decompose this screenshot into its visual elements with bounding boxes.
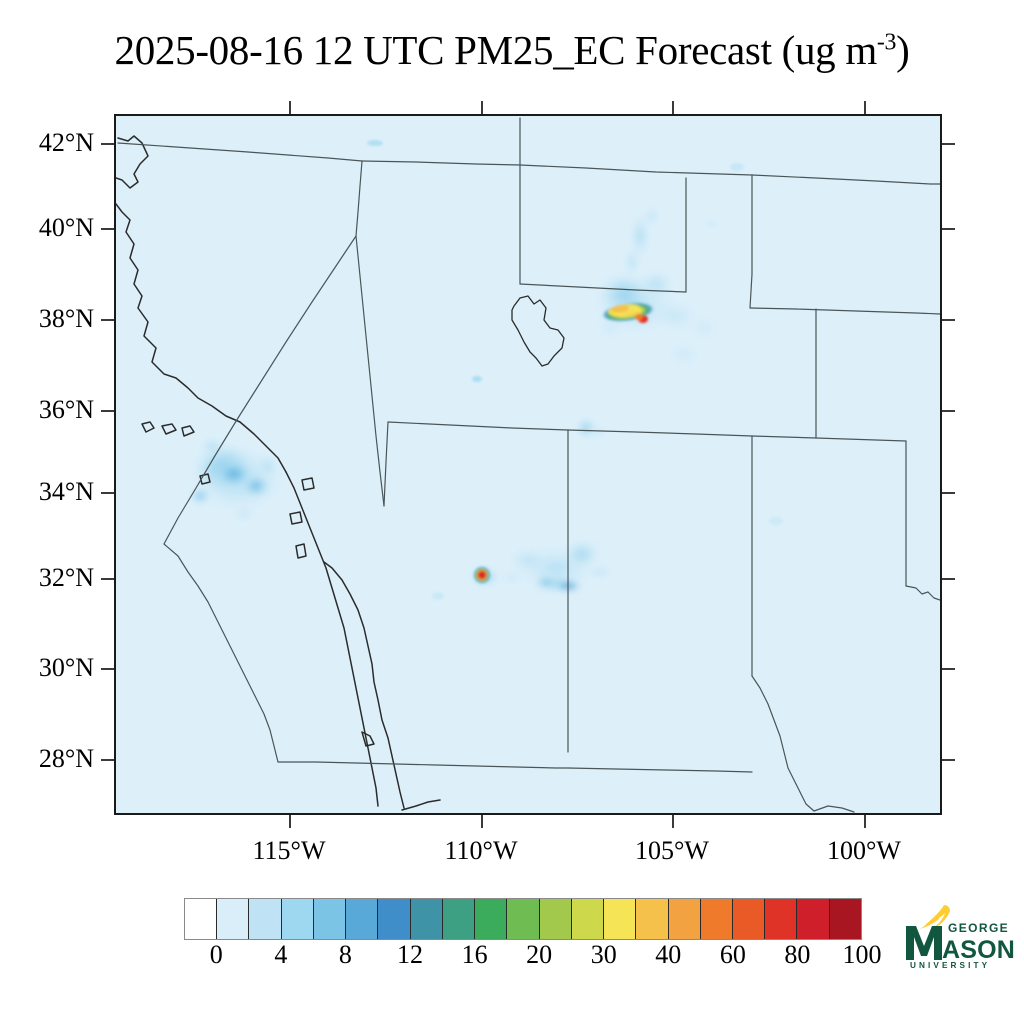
plume-southern-california	[186, 436, 290, 522]
colorbar-cell-2	[249, 899, 282, 939]
colorbar-cell-9	[475, 899, 508, 939]
ytick-34	[101, 492, 114, 494]
colorbar-cell-19	[797, 899, 830, 939]
xtick-100w	[864, 815, 866, 828]
colorbar-cell-18	[765, 899, 798, 939]
colorbar-cell-7	[410, 899, 443, 939]
colorbar[interactable]	[184, 898, 862, 940]
plume-scattered-pixels	[367, 140, 783, 600]
ytick-right-32	[942, 578, 955, 580]
colorbar-cell-8	[442, 899, 476, 939]
plume-north-central-new-mexico	[575, 416, 608, 440]
xlabel-115w: 115°W	[252, 836, 326, 865]
state-borders	[117, 117, 940, 813]
colorbar-cell-20	[829, 899, 861, 939]
coastline	[116, 135, 441, 811]
ytick-42	[101, 143, 114, 145]
great-salt-lake	[511, 295, 565, 367]
ytick-right-34	[942, 492, 955, 494]
xtick-top-105w	[672, 101, 674, 114]
page-title: 2025-08-16 12 UTC PM25_EC Forecast (ug m…	[115, 26, 910, 74]
page-title-tail: )	[896, 27, 910, 73]
ytick-32	[101, 578, 114, 580]
colorbar-cell-4	[313, 899, 347, 939]
colorbar-cell-3	[281, 899, 314, 939]
page-title-superscript: -3	[876, 29, 897, 56]
colorbar-label-80: 80	[784, 940, 811, 969]
title-bar: 2025-08-16 12 UTC PM25_EC Forecast (ug m…	[0, 0, 1024, 100]
ylabel-34n: 34°N	[38, 477, 94, 506]
colorbar-cell-17	[732, 899, 766, 939]
ylabel-38n: 38°N	[38, 304, 94, 333]
colorbar-label-60: 60	[719, 940, 746, 969]
colorbar-tick-labels: 0 4 8 12 16 20 30 40 60 80 100	[184, 940, 882, 974]
xtick-top-100w	[864, 101, 866, 114]
plume-northern-utah	[623, 205, 720, 278]
ytick-right-38	[942, 319, 955, 321]
colorbar-cell-13	[604, 899, 637, 939]
gmu-flame-icon	[920, 905, 950, 929]
colorbar-cell-15	[668, 899, 701, 939]
gmu-text-mason: ASON	[942, 936, 1015, 964]
colorbar-label-8: 8	[338, 940, 352, 969]
ytick-40	[101, 228, 114, 230]
colorbar-cell-10	[507, 899, 540, 939]
xtick-top-110w	[481, 101, 483, 114]
plume-central-colorado	[590, 272, 720, 365]
colorbar-label-30: 30	[590, 940, 617, 969]
colorbar-label-4: 4	[274, 940, 288, 969]
xtick-110w	[481, 815, 483, 828]
page-title-main: 2025-08-16 12 UTC PM25_EC Forecast (ug m	[114, 27, 878, 73]
map-canvas[interactable]	[116, 116, 940, 813]
gmu-logo: GEORGE ASON UNIVERSITY	[900, 898, 1018, 970]
ytick-right-40	[942, 228, 955, 230]
colorbar-label-20: 20	[526, 940, 553, 969]
ytick-36	[101, 410, 114, 412]
ytick-right-36	[942, 410, 955, 412]
ytick-28	[101, 759, 114, 761]
colorbar-label-40: 40	[655, 940, 682, 969]
ylabel-30n: 30°N	[38, 653, 94, 682]
colorbar-cell-16	[700, 899, 733, 939]
ytick-30	[101, 668, 114, 670]
colorbar-cell-11	[539, 899, 572, 939]
ylabel-32n: 32°N	[38, 563, 94, 592]
colorbar-label-0: 0	[209, 940, 223, 969]
colorbar-label-16: 16	[461, 940, 488, 969]
gmu-letter-m	[906, 926, 942, 960]
plume-southeast-arizona-hotspot	[469, 566, 501, 588]
colorbar-cell-14	[636, 899, 669, 939]
forecast-map[interactable]	[114, 114, 942, 815]
xtick-105w	[672, 815, 674, 828]
ylabel-40n: 40°N	[38, 213, 94, 242]
pm25-concentration-field	[186, 140, 783, 600]
colorbar-cells[interactable]	[184, 898, 862, 940]
colorbar-cell-6	[378, 899, 411, 939]
ytick-right-42	[942, 143, 955, 145]
colorbar-cell-5	[346, 899, 379, 939]
xtick-115w	[289, 815, 291, 828]
gmu-text-george: GEORGE	[948, 921, 1009, 935]
xlabel-100w: 100°W	[827, 836, 901, 865]
xlabel-105w: 105°W	[635, 836, 709, 865]
map-geography	[116, 117, 940, 813]
colorbar-label-100: 100	[842, 940, 882, 969]
ytick-right-28	[942, 759, 955, 761]
gmu-text-university: UNIVERSITY	[910, 961, 990, 970]
xtick-top-115w	[289, 101, 291, 114]
colorbar-cell-1	[217, 899, 250, 939]
ylabel-28n: 28°N	[38, 744, 94, 773]
xlabel-110w: 110°W	[444, 836, 518, 865]
ytick-right-30	[942, 668, 955, 670]
ylabel-42n: 42°N	[38, 128, 94, 157]
colorbar-cell-12	[571, 899, 605, 939]
gmu-logo-svg: GEORGE ASON UNIVERSITY	[906, 905, 1015, 970]
ylabel-36n: 36°N	[38, 395, 94, 424]
colorbar-label-12: 12	[397, 940, 423, 969]
ytick-38	[101, 319, 114, 321]
colorbar-cell-0	[185, 899, 218, 939]
